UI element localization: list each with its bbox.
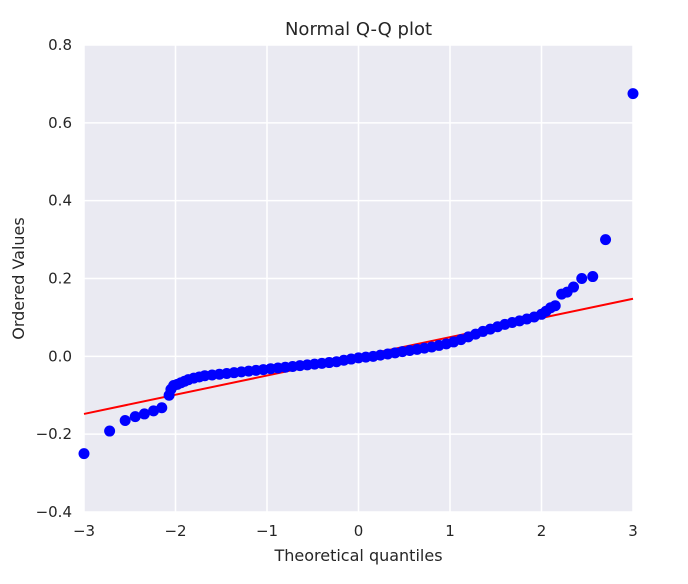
x-tick-label: 1	[445, 522, 455, 540]
y-tick-label: 0.4	[48, 192, 72, 210]
data-point	[138, 408, 150, 420]
data-point	[156, 402, 168, 414]
data-point	[104, 425, 116, 437]
y-tick-label: −0.2	[36, 425, 72, 443]
y-tick-labels: −0.4 −0.2 0.0 0.2 0.4 0.6 0.8	[36, 36, 72, 521]
x-tick-label: 3	[628, 522, 638, 540]
x-tick-label: −1	[256, 522, 278, 540]
data-point	[627, 88, 639, 100]
y-tick-label: 0.6	[48, 114, 72, 132]
data-point	[129, 411, 141, 423]
data-point	[549, 300, 561, 312]
data-point	[78, 448, 90, 460]
data-point	[587, 271, 599, 283]
chart-title: Normal Q-Q plot	[285, 19, 432, 40]
y-tick-label: −0.4	[36, 503, 72, 521]
data-point	[600, 234, 612, 246]
y-axis-label: Ordered Values	[9, 217, 28, 339]
x-axis-label: Theoretical quantiles	[273, 546, 442, 565]
data-point	[568, 281, 580, 293]
y-tick-label: 0.8	[48, 36, 72, 54]
x-tick-label: 2	[537, 522, 547, 540]
x-tick-label: 0	[354, 522, 364, 540]
x-tick-label: −3	[73, 522, 95, 540]
y-tick-label: 0.2	[48, 270, 72, 288]
x-tick-labels: −3 −2 −1 0 1 2 3	[73, 522, 638, 540]
data-point	[119, 415, 131, 427]
data-points	[78, 88, 639, 460]
x-tick-label: −2	[164, 522, 186, 540]
data-point	[576, 273, 588, 284]
y-tick-label: 0.0	[48, 347, 72, 365]
